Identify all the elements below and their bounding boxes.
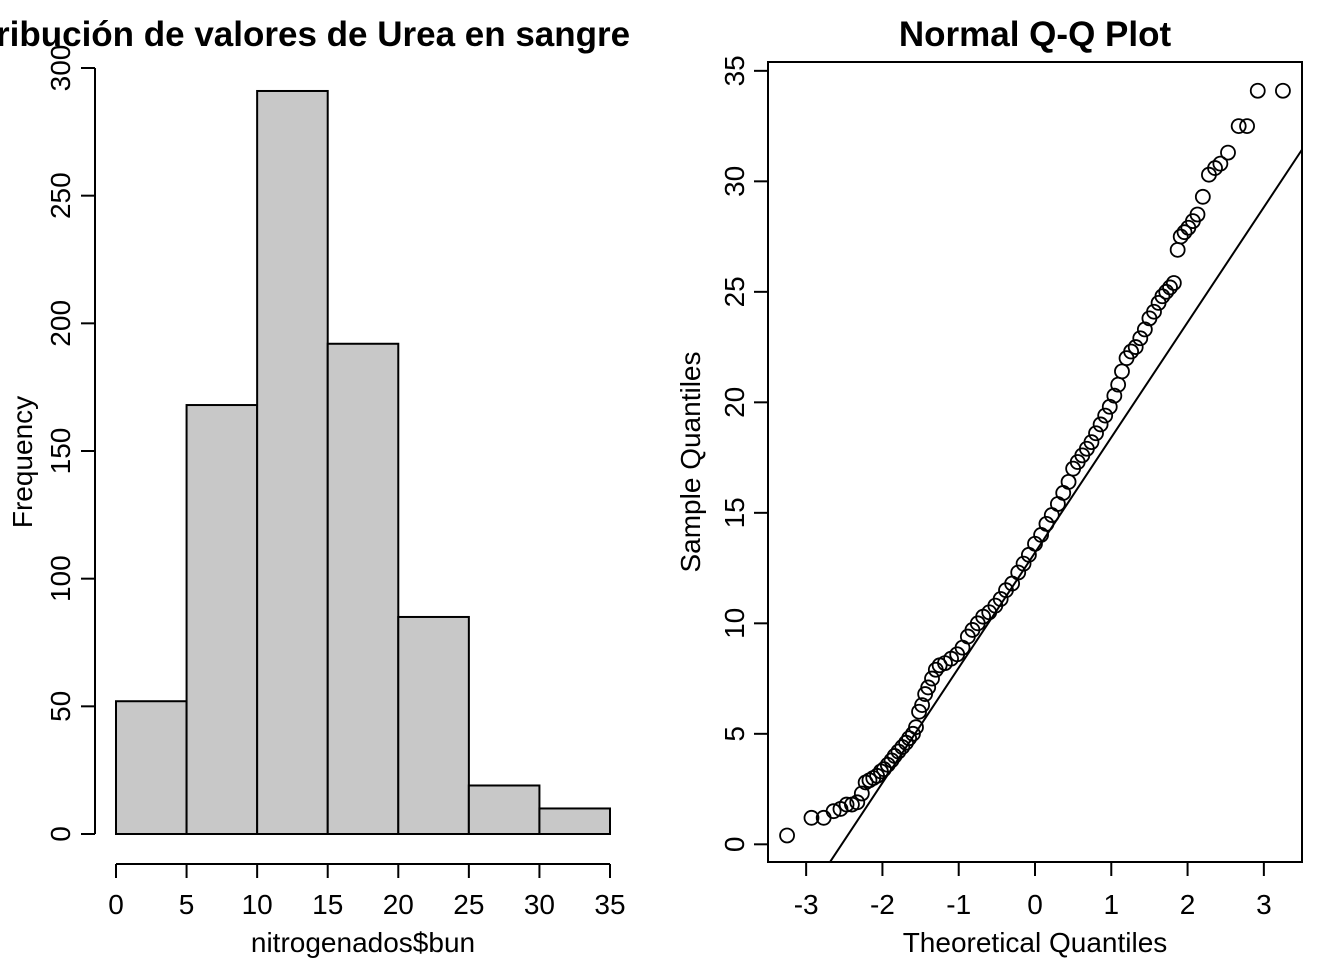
x-tick-label: 25 — [453, 889, 484, 920]
x-tick-label: 2 — [1180, 889, 1196, 920]
qq-point — [853, 785, 870, 802]
qq-point — [1146, 303, 1162, 320]
qq-y-label: Sample Quantiles — [675, 351, 706, 572]
qq-point — [992, 591, 1009, 607]
qq-point — [924, 670, 940, 687]
y-tick-label: 25 — [719, 276, 750, 307]
histogram-bar — [397, 615, 470, 836]
qq-plot-title: Normal Q-Q Plot — [899, 15, 1172, 54]
qq-point — [1106, 387, 1123, 404]
y-tick-label: 100 — [45, 555, 76, 602]
y-tick-label: 15 — [719, 497, 750, 528]
qq-point — [914, 697, 930, 713]
qq-point — [1194, 188, 1211, 205]
x-tick-label: 3 — [1256, 889, 1272, 920]
x-tick-label: 15 — [312, 889, 343, 920]
qq-point — [1239, 118, 1255, 134]
qq-point — [1114, 363, 1130, 380]
qq-point — [1088, 425, 1104, 442]
y-tick-label: 0 — [45, 826, 76, 842]
x-tick-label: 5 — [179, 889, 195, 920]
y-tick-label: 200 — [45, 300, 76, 347]
y-tick-label: 20 — [719, 387, 750, 418]
qq-point — [908, 719, 924, 736]
qq-point — [1060, 473, 1077, 490]
qq-points — [779, 82, 1291, 844]
qq-point — [1162, 279, 1178, 296]
y-tick-label: 150 — [45, 428, 76, 475]
y-tick-label: 35 — [719, 55, 750, 86]
qq-point — [838, 796, 855, 813]
y-tick-label: 250 — [45, 172, 76, 219]
y-tick-label: 5 — [719, 726, 750, 742]
x-tick-label: 1 — [1103, 889, 1119, 920]
x-tick-label: 35 — [594, 889, 625, 920]
qq-point — [1169, 241, 1186, 258]
qq-plot-panel: Normal Q-Q Plot -3 -2 -1 0 1 2 3 0 5 10 15 20 25 30 3… — [675, 15, 1303, 958]
qq-point — [1132, 330, 1149, 347]
x-tick-label: -1 — [946, 889, 971, 920]
histogram-x-label: nitrogenados$bun — [251, 927, 475, 958]
y-tick-label: 300 — [45, 45, 76, 92]
qq-point — [1158, 283, 1175, 300]
qq-point — [1189, 206, 1206, 223]
qq-plot-frame — [767, 61, 1303, 863]
qq-point — [1212, 155, 1229, 172]
histogram-bar — [115, 700, 188, 836]
histogram-y-axis: 0 50 100 150 200 250 300 — [45, 45, 96, 842]
histogram-title: Distribución de valores de Urea en sangr… — [0, 15, 630, 54]
qq-point — [1010, 564, 1027, 581]
qq-point — [1092, 416, 1109, 433]
y-tick-label: 10 — [719, 608, 750, 639]
histogram-bar — [256, 89, 329, 836]
y-tick-label: 0 — [719, 837, 750, 853]
qq-point — [1275, 82, 1291, 99]
histogram-x-axis: 0 5 10 15 20 25 30 35 — [108, 863, 626, 920]
qq-point — [1038, 515, 1055, 532]
histogram-bars — [115, 89, 612, 836]
qq-point — [1097, 407, 1114, 424]
qq-point — [1249, 82, 1266, 99]
qq-y-axis: 0 5 10 15 20 25 30 35 — [719, 55, 768, 852]
qq-point — [1172, 228, 1189, 245]
qq-point — [803, 809, 820, 826]
x-tick-label: 20 — [383, 889, 414, 920]
qq-point — [1127, 339, 1144, 355]
histogram-bar — [467, 784, 541, 836]
y-tick-label: 30 — [719, 166, 750, 197]
x-tick-label: 0 — [108, 889, 124, 920]
qq-point — [1165, 275, 1182, 291]
histogram-y-label: Frequency — [7, 396, 38, 528]
qq-point — [1176, 224, 1193, 241]
x-tick-label: -3 — [794, 889, 819, 920]
histogram-bar — [538, 807, 612, 836]
qq-point — [849, 794, 866, 811]
qq-point — [920, 679, 937, 696]
qq-point — [779, 827, 795, 844]
histogram-bar — [185, 404, 259, 835]
x-tick-label: 0 — [1027, 889, 1043, 920]
x-tick-label: 10 — [242, 889, 273, 920]
qq-point — [1220, 144, 1236, 161]
qq-point — [1015, 555, 1032, 572]
x-tick-label: -2 — [870, 889, 895, 920]
y-tick-label: 50 — [45, 691, 76, 722]
qq-x-label: Theoretical Quantiles — [903, 927, 1168, 958]
qq-point — [1083, 434, 1100, 451]
qq-point — [1230, 118, 1247, 134]
qq-point — [1123, 343, 1140, 360]
qq-point — [901, 730, 918, 747]
x-tick-label: 30 — [524, 889, 555, 920]
histogram-panel: Distribución de valores de Urea en sangr… — [0, 15, 630, 958]
histogram-bar — [326, 342, 400, 835]
qq-x-axis: -3 -2 -1 0 1 2 3 — [794, 861, 1272, 920]
qq-point — [1207, 160, 1223, 176]
qq-point — [825, 803, 842, 820]
